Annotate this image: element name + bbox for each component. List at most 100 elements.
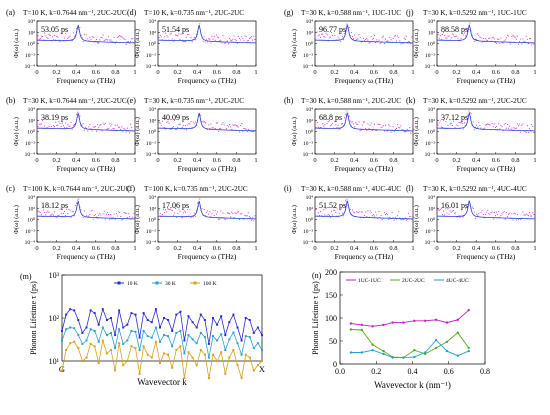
md-point xyxy=(215,34,217,36)
md-point xyxy=(447,35,449,37)
md-point xyxy=(376,214,378,216)
md-point xyxy=(128,216,131,218)
spectrum-panel: (k) T=30 K, k=0.5292 nm⁻¹, 2UC-2UC 10⁻⁴ 10⁻… xyxy=(406,96,537,173)
md-point xyxy=(366,129,368,132)
md-point xyxy=(480,211,482,213)
md-point xyxy=(383,211,385,213)
md-point xyxy=(373,34,376,36)
md-point xyxy=(534,211,536,213)
y-tick-label: 10⁴ xyxy=(149,107,157,113)
md-point xyxy=(227,43,230,45)
x-axis-label: Frequency ω (THz) xyxy=(57,252,116,261)
y-tick-label: 0 xyxy=(333,360,337,369)
md-point xyxy=(231,40,233,42)
md-point xyxy=(488,123,490,125)
y-tick-label: 10⁻² xyxy=(425,53,435,59)
md-point xyxy=(345,113,347,116)
md-point xyxy=(404,131,406,133)
md-point xyxy=(326,34,328,36)
md-point xyxy=(461,216,463,218)
md-point xyxy=(123,38,125,40)
md-point xyxy=(328,214,330,217)
x-tick-label: 0.4 xyxy=(193,69,202,76)
md-point xyxy=(95,130,98,132)
md-point xyxy=(384,214,387,216)
md-point xyxy=(54,211,56,213)
md-point xyxy=(98,42,100,44)
md-point xyxy=(116,124,118,126)
md-point xyxy=(358,34,360,36)
y-tick-label: 10⁻² xyxy=(25,141,35,147)
x-tick-label: 0.4 xyxy=(193,245,202,252)
md-point xyxy=(134,36,136,38)
md-point xyxy=(66,208,68,210)
md-point xyxy=(233,35,235,37)
data-point xyxy=(349,351,353,354)
md-point xyxy=(526,38,528,41)
md-point xyxy=(526,214,528,216)
md-point xyxy=(44,125,46,127)
md-point xyxy=(489,37,491,39)
y-tick-label: 10⁻² xyxy=(146,53,156,59)
md-point xyxy=(66,127,68,129)
x-tick-label: 0.2 xyxy=(174,157,182,164)
md-point xyxy=(132,216,134,218)
md-point xyxy=(65,122,67,124)
md-point xyxy=(389,125,391,127)
md-point xyxy=(314,36,316,38)
md-point xyxy=(397,35,399,37)
y-tick-label: 10⁴ xyxy=(306,107,314,113)
md-point xyxy=(500,37,502,39)
md-point xyxy=(63,37,66,39)
md-point xyxy=(243,39,245,42)
y-tick-label: 10⁻⁴ xyxy=(425,240,435,246)
y-tick-label: 10⁴ xyxy=(306,195,314,201)
md-point xyxy=(533,43,535,45)
lifetime-label: 40.09 ps xyxy=(162,113,189,122)
md-point xyxy=(117,36,120,38)
md-point xyxy=(354,34,356,36)
md-point xyxy=(99,213,101,215)
md-point xyxy=(84,126,86,128)
md-point xyxy=(356,123,358,125)
md-point xyxy=(451,33,453,35)
lifetime-label: 38.19 ps xyxy=(41,113,68,122)
md-point xyxy=(393,219,395,221)
y-tick-label: 10⁻⁴ xyxy=(425,64,435,70)
md-point xyxy=(503,124,505,126)
md-point xyxy=(223,218,225,220)
md-point xyxy=(341,212,344,214)
md-point xyxy=(179,123,181,125)
md-point xyxy=(406,128,409,130)
md-point xyxy=(237,35,239,37)
md-point xyxy=(334,209,336,211)
x-tick-label: 0.8 xyxy=(511,157,519,164)
md-point xyxy=(119,126,121,128)
md-point xyxy=(359,130,361,132)
md-point xyxy=(410,132,412,134)
md-point xyxy=(520,38,522,40)
x-tick-label: 0.4 xyxy=(408,367,418,376)
md-point xyxy=(437,124,439,126)
md-point xyxy=(400,219,402,221)
md-point xyxy=(226,212,228,214)
y-axis-label: Phonon Lifetime τ (ps) xyxy=(311,281,320,355)
md-point xyxy=(199,23,201,25)
x-tick-label: 0.8 xyxy=(389,69,397,76)
md-point xyxy=(113,213,115,215)
x-axis-label: Frequency ω (THz) xyxy=(457,164,516,173)
md-point xyxy=(526,125,528,127)
md-point xyxy=(157,214,159,216)
lifetime-label: 18.12 ps xyxy=(41,201,68,210)
md-point xyxy=(397,123,399,125)
md-point xyxy=(465,208,467,210)
md-point xyxy=(208,124,210,126)
md-point xyxy=(172,126,174,128)
md-point xyxy=(246,215,248,217)
series-line xyxy=(350,339,469,359)
spectrum-panel: (e) T=30 K, k=0.735 nm⁻¹, 2UC-2UC 10⁻⁴ 10⁻²… xyxy=(127,96,258,173)
md-point xyxy=(194,39,196,41)
md-point xyxy=(193,123,195,125)
md-point xyxy=(371,129,373,131)
md-point xyxy=(200,115,202,117)
